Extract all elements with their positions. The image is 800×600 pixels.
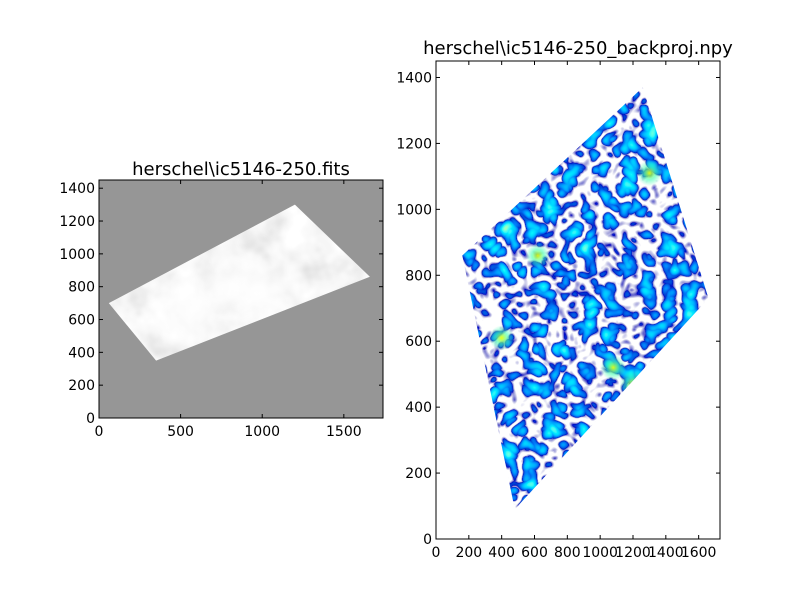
y-tick-label: 0 xyxy=(423,532,432,548)
left-plot: 0 500 1000 1500 0 200 400 600 800 1000 1200 1400 h… xyxy=(59,159,384,440)
y-tick-label: 1200 xyxy=(59,214,95,230)
x-tick-label: 0 xyxy=(95,424,104,440)
x-tick-label: 600 xyxy=(521,545,548,561)
right-y-ticks: 0 200 400 600 800 1000 1200 1400 xyxy=(396,70,720,548)
y-tick-label: 800 xyxy=(68,280,95,296)
x-tick-label: 0 xyxy=(432,545,441,561)
y-tick-label: 400 xyxy=(405,400,432,416)
right-plot-title: herschel\ic5146-250_backproj.npy xyxy=(423,38,733,59)
x-tick-label: 1500 xyxy=(326,424,362,440)
right-plot-frame xyxy=(435,60,721,540)
left-y-ticks: 0 200 400 600 800 1000 1200 1400 xyxy=(59,181,383,427)
intensity-peak xyxy=(636,160,663,187)
x-tick-label: 400 xyxy=(488,545,515,561)
y-tick-label: 400 xyxy=(68,345,95,361)
y-tick-label: 200 xyxy=(405,466,432,482)
y-tick-label: 1200 xyxy=(396,136,432,152)
x-tick-label: 800 xyxy=(554,545,581,561)
y-tick-label: 800 xyxy=(405,268,432,284)
y-tick-label: 1400 xyxy=(396,70,432,86)
intensity-peak xyxy=(525,243,550,268)
left-x-ticks: 0 500 1000 1500 xyxy=(95,180,362,440)
left-plot-frame xyxy=(98,179,384,419)
intensity-peak xyxy=(489,325,515,351)
x-tick-label: 1200 xyxy=(615,545,651,561)
intensity-peak xyxy=(600,354,627,381)
x-tick-label: 1000 xyxy=(244,424,280,440)
y-tick-label: 0 xyxy=(86,411,95,427)
y-tick-label: 200 xyxy=(68,378,95,394)
x-tick-label: 1600 xyxy=(681,545,717,561)
y-tick-label: 1000 xyxy=(396,202,432,218)
y-tick-label: 600 xyxy=(405,334,432,350)
y-tick-label: 1400 xyxy=(59,181,95,197)
left-plot-title: herschel\ic5146-250.fits xyxy=(132,159,350,180)
x-tick-label: 500 xyxy=(167,424,194,440)
y-tick-label: 1000 xyxy=(59,247,95,263)
x-tick-label: 200 xyxy=(455,545,482,561)
x-tick-label: 1400 xyxy=(648,545,684,561)
x-tick-label: 1000 xyxy=(582,545,618,561)
y-tick-label: 600 xyxy=(68,313,95,329)
